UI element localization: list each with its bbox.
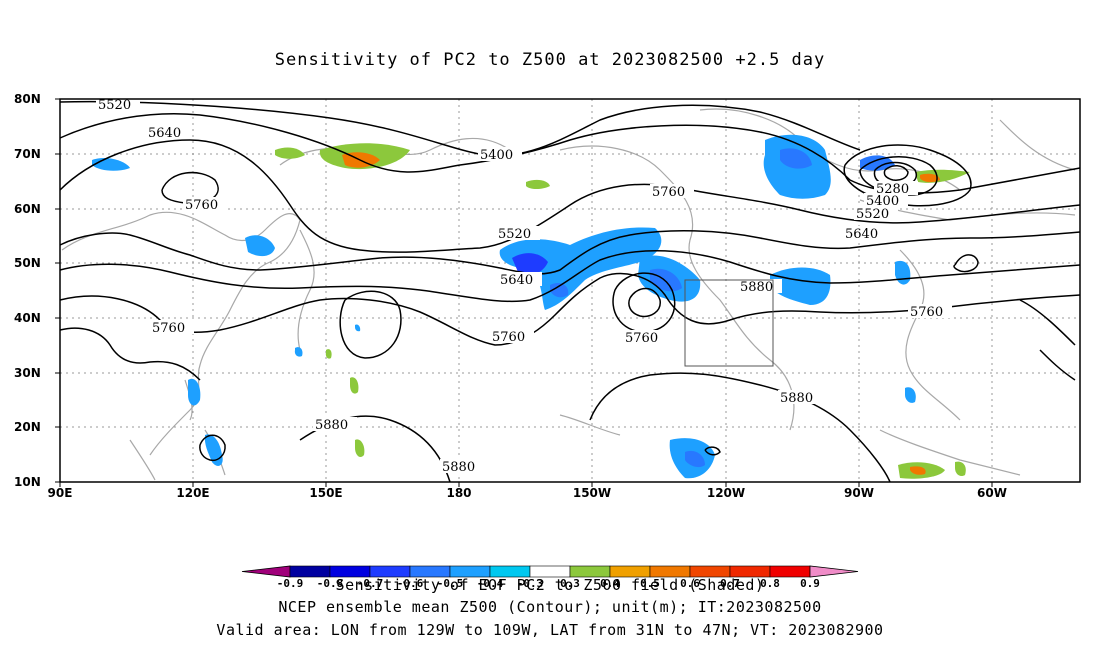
colorbar-tick-label: -0.9 xyxy=(276,577,304,590)
colorbar-right-arrow xyxy=(809,565,859,578)
contour-label: 5400 xyxy=(866,194,899,209)
lon-label: 180 xyxy=(446,486,472,500)
contour-label: 5400 xyxy=(480,148,513,163)
lat-label: 40N xyxy=(14,311,41,325)
lon-label: 90W xyxy=(844,486,874,500)
colorbar-tick-label: -0.7 xyxy=(356,577,384,590)
lat-label: 80N xyxy=(14,92,41,106)
contour-label: 5760 xyxy=(152,321,185,336)
colorbar-tick-label: -0.4 xyxy=(476,577,504,590)
contour-label: 5760 xyxy=(625,331,658,346)
footer-line-1: Sensitivity of EOF PC2 to Z500 field (Sh… xyxy=(335,576,765,594)
lon-label: 90E xyxy=(47,486,73,500)
contour-label: 5880 xyxy=(442,460,475,475)
colorbar-tick-label: -0.8 xyxy=(316,577,344,590)
lon-label: 60W xyxy=(977,486,1007,500)
lon-label: 150E xyxy=(309,486,343,500)
contour-label: 5880 xyxy=(780,391,813,406)
lat-label: 50N xyxy=(14,256,41,270)
contour-label: 5520 xyxy=(98,98,131,113)
contour-label: 5520 xyxy=(856,207,889,222)
colorbar-tick-label: 0.8 xyxy=(760,577,780,590)
contour-label: 5640 xyxy=(845,227,878,242)
axis-ticks xyxy=(55,98,993,487)
lon-label: 120E xyxy=(176,486,210,500)
colorbar-tick-label: -0.5 xyxy=(436,577,464,590)
lat-lon-grid xyxy=(60,99,1080,482)
contour-label: 5880 xyxy=(740,280,773,295)
colorbar-tick-label: 0.3 xyxy=(560,577,580,590)
lat-label: 20N xyxy=(14,420,41,434)
colorbar-tick-label: 0.4 xyxy=(600,577,620,590)
map-title: Sensitivity of PC2 to Z500 at 2023082500… xyxy=(274,50,826,70)
plot-frame xyxy=(59,98,1081,483)
contour-label: 5640 xyxy=(500,273,533,288)
colorbar-tick-label: 0.5 xyxy=(640,577,660,590)
contour-label: 5640 xyxy=(148,126,181,141)
contour-label: 5760 xyxy=(492,330,525,345)
valid-area-box xyxy=(684,279,774,367)
lat-label: 70N xyxy=(14,147,41,161)
lat-label: 60N xyxy=(14,202,41,216)
colorbar-tick-label: -0.3 xyxy=(516,577,544,590)
contour-label: 5760 xyxy=(185,198,218,213)
contour-label: 5760 xyxy=(652,185,685,200)
lon-label: 150W xyxy=(572,486,612,500)
colorbar-tick-label: 0.7 xyxy=(720,577,740,590)
colorbar-tick-label: -0.6 xyxy=(396,577,424,590)
lon-label: 120W xyxy=(706,486,746,500)
lat-label: 30N xyxy=(14,366,41,380)
contour-label: 5760 xyxy=(910,305,943,320)
coastlines xyxy=(61,108,1076,481)
colorbar-tick-label: 0.9 xyxy=(800,577,820,590)
contour-label-layer: 5520 5640 5400 5760 5760 5280 5400 5520 … xyxy=(96,97,952,475)
colorbar-tick-label: 0.6 xyxy=(680,577,700,590)
footer-line-2: NCEP ensemble mean Z500 (Contour); unit(… xyxy=(278,598,822,616)
contour-label: 5520 xyxy=(498,227,531,242)
contour-label: 5880 xyxy=(315,418,348,433)
lat-label: 10N xyxy=(14,475,41,489)
footer-line-3: Valid area: LON from 129W to 109W, LAT f… xyxy=(216,621,884,639)
